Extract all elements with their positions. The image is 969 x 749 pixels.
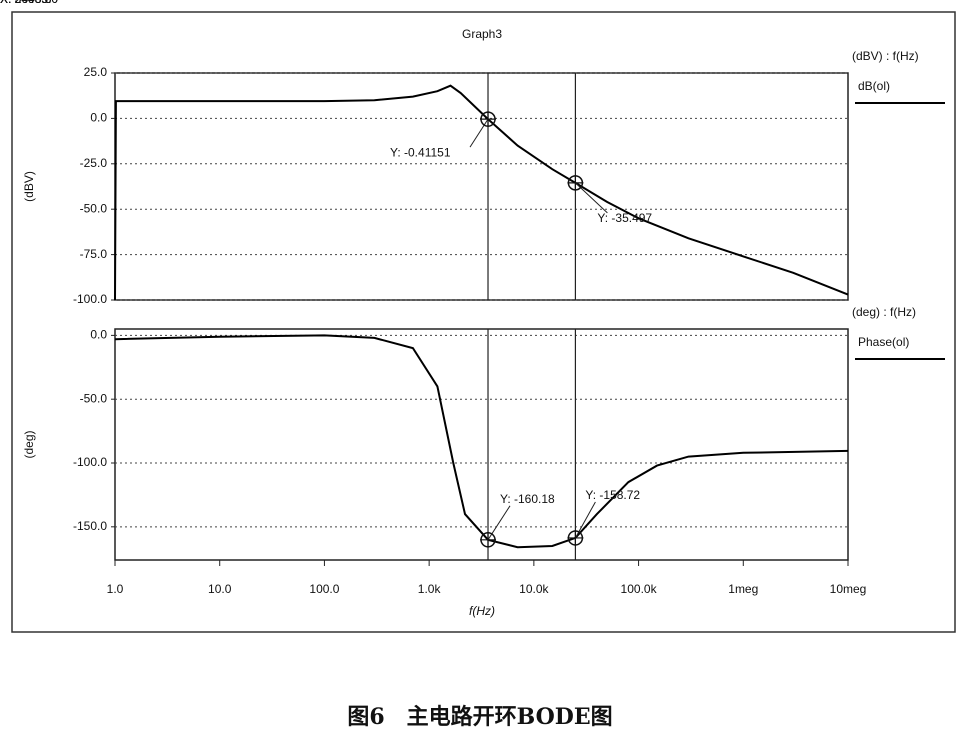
frame — [11, 11, 956, 633]
cursor-y-label: Y: -158.72 — [585, 488, 640, 502]
cursor-y-label: Y: -160.18 — [500, 492, 555, 506]
cursor-cross — [567, 529, 584, 546]
x-tick-label: 10meg — [830, 582, 867, 596]
x-tick-label: 100.0 — [309, 582, 339, 596]
cursor-y-label: Y: -0.41151 — [390, 145, 451, 159]
x-tick-label: 10.0 — [208, 582, 232, 596]
plot-area — [114, 72, 849, 301]
data-line — [114, 334, 849, 549]
x-tick-label: 1meg — [728, 582, 758, 596]
y-tick-label: 25.0 — [84, 65, 108, 79]
caption: 图6 主电路开环BODE图 — [347, 704, 612, 730]
legend-label: dB(ol) — [858, 79, 890, 93]
cursor-cross — [567, 174, 584, 191]
y-axis-label: (deg) — [22, 430, 36, 458]
legend-header: (deg) : f(Hz) — [852, 305, 916, 319]
y-tick-label: -75.0 — [80, 247, 108, 261]
x-tick-label: 100.0k — [621, 582, 658, 596]
cursor-cross — [480, 531, 497, 548]
cursor-x-label: X: 3648.8 — [0, 0, 52, 6]
y-tick-label: -100.0 — [73, 292, 107, 306]
y-tick-label: 0.0 — [90, 328, 107, 342]
y-tick-label: -25.0 — [80, 156, 108, 170]
y-tick-label: 0.0 — [90, 111, 107, 125]
chart-title: Graph3 — [462, 27, 502, 41]
plot-area — [114, 328, 849, 561]
cursor-leader — [469, 118, 489, 148]
x-tick-label: 1.0 — [107, 582, 124, 596]
cursor-x-label: X: 24933.0 — [0, 0, 58, 6]
legend-label: Phase(ol) — [858, 335, 909, 349]
legend-header: (dBV) : f(Hz) — [852, 49, 919, 63]
cursor-leader — [487, 505, 511, 541]
x-tick-label: 10.0k — [519, 582, 549, 596]
y-tick-label: -50.0 — [80, 391, 108, 405]
y-tick-label: -100.0 — [73, 455, 107, 469]
x-axis-label: f(Hz) — [469, 604, 495, 618]
cursor-x-label: X: 3648.8 — [0, 0, 52, 6]
y-tick-label: -150.0 — [73, 519, 107, 533]
y-axis-label: (dBV) — [22, 171, 36, 202]
cursor-cross — [480, 111, 497, 128]
cursor-x-label: X: 24933.0 — [0, 0, 58, 6]
x-tick-label: 1.0k — [418, 582, 442, 596]
cursor-y-label: Y: -35.497 — [597, 211, 652, 225]
y-tick-label: -50.0 — [80, 201, 108, 215]
